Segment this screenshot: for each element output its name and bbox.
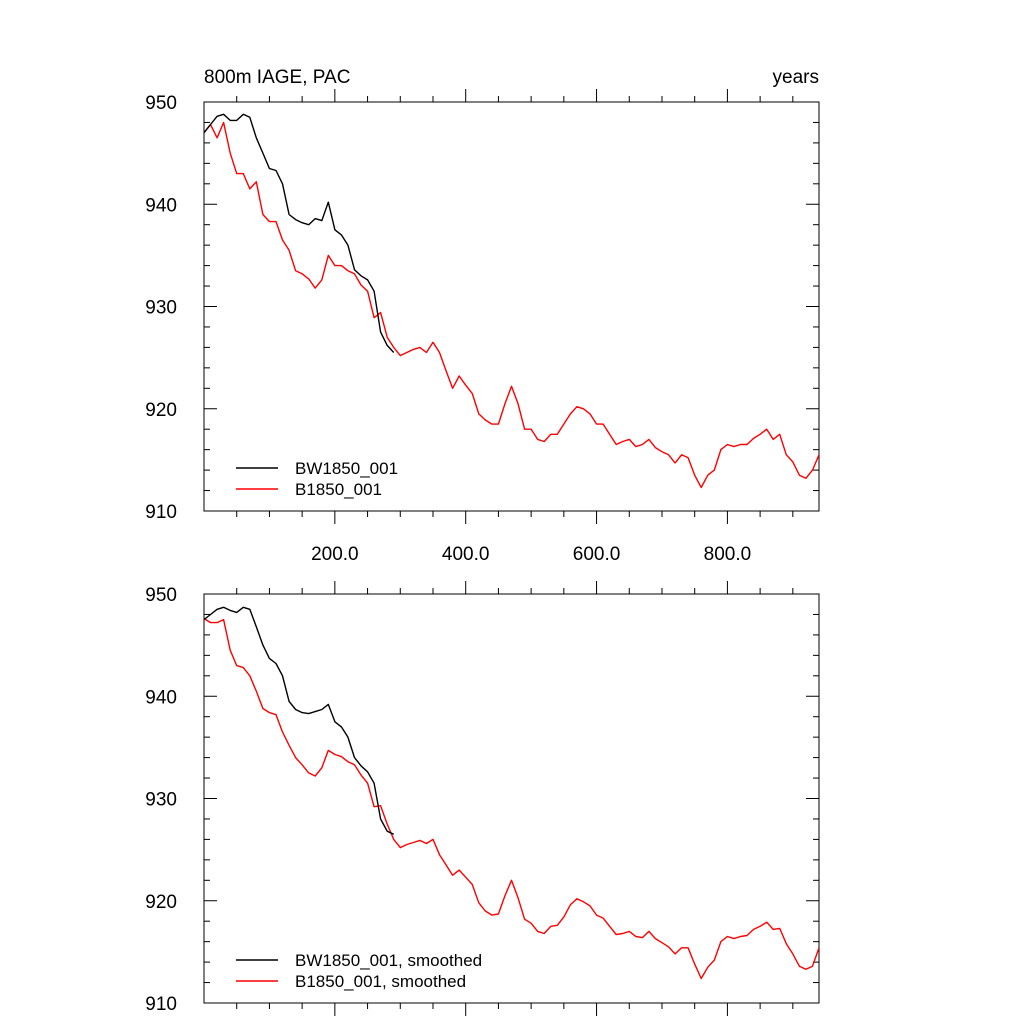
series-line-b1850-001-smoothed (204, 617, 819, 980)
plot-frame (203, 593, 820, 1004)
y-tick-label: 910 (145, 994, 177, 1015)
series-line-b1850-001 (204, 121, 819, 489)
chart-panel-2: 910 920 930 940 950 BW1850_001, smoothed B1850… (145, 581, 820, 1016)
legend-label: B1850_001, smoothed (295, 972, 466, 991)
series-line-bw1850-001-smoothed (204, 606, 395, 835)
y-tick-label: 930 (145, 790, 177, 811)
chart-title: 800m IAGE, PAC (204, 67, 350, 88)
y-tick-label: 940 (145, 195, 177, 216)
y-tick-label: 950 (145, 93, 177, 114)
plot-frame (203, 101, 820, 512)
series-line-bw1850-001 (204, 113, 395, 353)
y-tick-label: 910 (145, 502, 177, 523)
x-tick-label: 200.0 (311, 544, 359, 565)
x-tick-label: 800.0 (704, 544, 752, 565)
y-tick-label: 950 (145, 585, 177, 606)
y-tick-label: 940 (145, 687, 177, 708)
chart-subtitle-right: years (773, 67, 819, 88)
x-tick-label: 600.0 (573, 544, 621, 565)
y-tick-label: 920 (145, 400, 177, 421)
legend-label: BW1850_001, smoothed (295, 951, 482, 970)
legend-label: B1850_001 (295, 480, 382, 499)
y-tick-label: 930 (145, 298, 177, 319)
y-tick-label: 920 (145, 892, 177, 913)
x-tick-label: 400.0 (442, 544, 490, 565)
chart-panel-1: 910 920 930 940 950 200.0 400.0 600.0 800.0 800m … (145, 67, 820, 565)
legend-label: BW1850_001 (295, 459, 398, 478)
